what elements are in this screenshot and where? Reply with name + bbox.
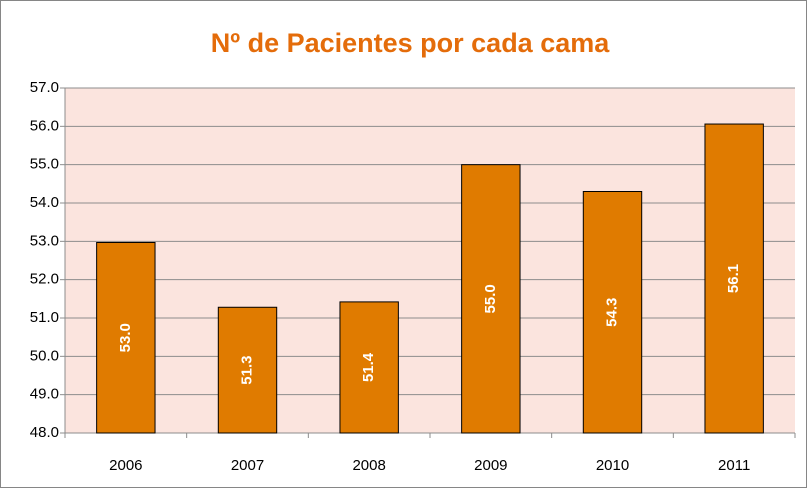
- y-tick-label: 57.0: [30, 79, 59, 96]
- data-label: 55.0: [482, 284, 499, 313]
- plot-area: [65, 88, 795, 433]
- y-tick-label: 51.0: [30, 309, 59, 326]
- x-tick-label: 2007: [231, 457, 264, 474]
- bar: [704, 123, 764, 434]
- data-label: 51.3: [238, 356, 255, 385]
- data-label: 56.1: [725, 264, 742, 293]
- bar: [461, 164, 521, 434]
- y-tick-label: 52.0: [30, 271, 59, 288]
- x-tick-label: 2006: [109, 457, 142, 474]
- y-tick-label: 53.0: [30, 232, 59, 249]
- x-tick-label: 2010: [596, 457, 629, 474]
- y-tick-label: 55.0: [30, 156, 59, 173]
- x-tick-label: 2009: [474, 457, 507, 474]
- bar: [96, 241, 156, 434]
- x-tick-label: 2011: [718, 457, 750, 474]
- bar: [582, 191, 643, 434]
- data-label: 54.3: [603, 298, 620, 327]
- chart-title: Nº de Pacientes por cada cama: [211, 28, 611, 58]
- bar: [217, 306, 278, 434]
- x-tick-label: 2008: [352, 457, 385, 474]
- data-label: 53.0: [117, 323, 134, 352]
- y-tick-label: 56.0: [30, 117, 59, 134]
- y-tick-label: 50.0: [30, 347, 59, 364]
- bar: [339, 301, 399, 434]
- data-label: 51.4: [360, 352, 377, 382]
- y-tick-label: 49.0: [30, 386, 59, 403]
- y-tick-label: 48.0: [30, 424, 59, 441]
- y-tick-label: 54.0: [30, 194, 59, 211]
